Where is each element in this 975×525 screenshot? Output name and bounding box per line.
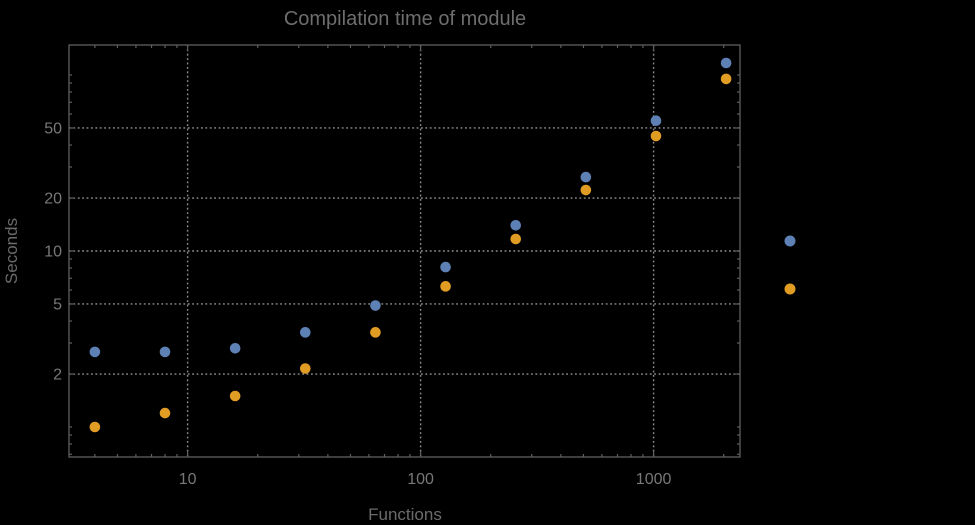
x-tick-label: 1000: [636, 471, 672, 488]
x-tick-label: 10: [179, 471, 197, 488]
data-point-series-2-orange: [229, 390, 241, 402]
y-tick-label: 5: [53, 296, 62, 313]
y-tick-label: 20: [44, 191, 62, 208]
data-point-series-2-orange: [370, 327, 381, 338]
data-point-series-1-blue: [650, 115, 662, 126]
data-point-series-1-blue: [580, 171, 592, 183]
data-point-series-1-blue: [300, 327, 311, 338]
data-point-series-1-blue: [440, 261, 451, 273]
data-point-series-2-orange: [300, 363, 311, 374]
data-point-series-2-orange: [440, 281, 451, 292]
series-points: [89, 57, 732, 433]
y-tick-label: 50: [44, 120, 62, 137]
data-point-series-1-blue: [159, 346, 171, 358]
data-point-series-1-blue: [510, 219, 522, 231]
data-point-series-2-orange: [580, 184, 592, 196]
legend-marker-2: [784, 283, 796, 295]
plot-frame: [68, 44, 741, 458]
legend: [784, 235, 796, 295]
axis-tick-labels: 10 100 1000 2 5 10 20 50: [44, 120, 671, 488]
chart-title: Compilation time of module: [284, 8, 526, 30]
x-tick-label: 100: [407, 471, 434, 488]
data-point-series-2-orange: [720, 73, 732, 85]
data-point-series-2-orange: [510, 233, 522, 245]
data-point-series-1-blue: [89, 346, 101, 358]
y-axis-label: Seconds: [2, 218, 21, 284]
data-point-series-2-orange: [650, 130, 662, 142]
x-axis-label: Functions: [368, 505, 442, 524]
data-point-series-1-blue: [229, 343, 241, 354]
data-point-series-2-orange: [89, 421, 101, 433]
data-point-series-2-orange: [159, 407, 171, 419]
data-point-series-1-blue: [370, 300, 381, 311]
legend-marker-1: [784, 235, 796, 247]
gridlines: [69, 45, 740, 457]
y-tick-label: 2: [53, 367, 62, 384]
y-tick-label: 10: [44, 244, 62, 261]
data-point-series-1-blue: [720, 57, 732, 69]
